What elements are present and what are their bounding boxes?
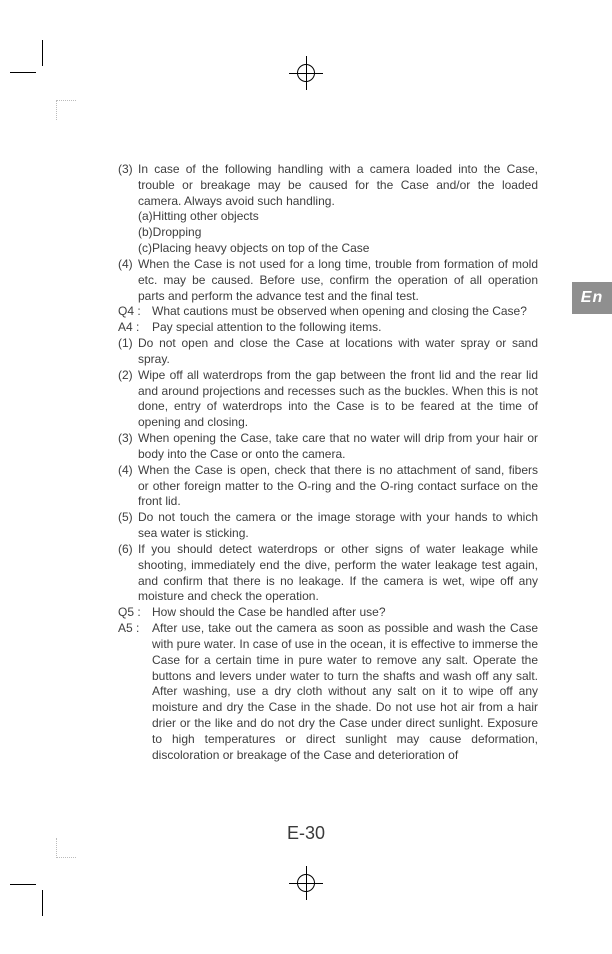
item-number: (4): [118, 257, 138, 304]
trim-guide: [56, 100, 76, 101]
qa-text: What cautions must be observed when open…: [152, 304, 538, 320]
trim-guide: [56, 857, 76, 858]
manual-page: En (3) In case of the following handling…: [0, 0, 612, 954]
language-tab: En: [572, 282, 612, 314]
item-number: (2): [118, 368, 138, 431]
qa-label: A5 :: [118, 621, 152, 763]
item-number: (3): [118, 162, 138, 209]
qa-label: Q5 :: [118, 605, 152, 621]
list-item: (4) When the Case is not used for a long…: [118, 257, 538, 304]
a4-list: (1)Do not open and close the Case at loc…: [118, 336, 538, 605]
trim-guide: [56, 100, 57, 120]
item-number: (6): [118, 542, 138, 605]
list-item: (3) In case of the following handling wi…: [118, 162, 538, 209]
item-text: Do not open and close the Case at locati…: [138, 336, 538, 368]
qa-label: Q4 :: [118, 304, 152, 320]
sub-item: (b)Dropping: [118, 225, 538, 241]
qa-text: After use, take out the camera as soon a…: [152, 621, 538, 763]
top-list: (3) In case of the following handling wi…: [118, 162, 538, 304]
question-row: Q4 : What cautions must be observed when…: [118, 304, 538, 320]
qa-text: How should the Case be handled after use…: [152, 605, 538, 621]
page-number: E-30: [0, 823, 612, 844]
list-item: (1)Do not open and close the Case at loc…: [118, 336, 538, 368]
item-number: (4): [118, 463, 138, 510]
item-text: Wipe off all waterdrops from the gap bet…: [138, 368, 538, 431]
item-text: If you should detect waterdrops or other…: [138, 542, 538, 605]
list-item: (5)Do not touch the camera or the image …: [118, 510, 538, 542]
list-item: (2)Wipe off all waterdrops from the gap …: [118, 368, 538, 431]
item-text: Do not touch the camera or the image sto…: [138, 510, 538, 542]
item-text: When the Case is open, check that there …: [138, 463, 538, 510]
page-content: (3) In case of the following handling wi…: [118, 162, 538, 763]
question-row: Q5 : How should the Case be handled afte…: [118, 605, 538, 621]
crop-mark: [10, 884, 36, 885]
item-number: (3): [118, 431, 138, 463]
crop-mark: [10, 72, 36, 73]
list-item: (6)If you should detect waterdrops or ot…: [118, 542, 538, 605]
qa-label: A4 :: [118, 320, 152, 336]
registration-mark-top: [289, 56, 323, 90]
item-number: (5): [118, 510, 138, 542]
item-number: (1): [118, 336, 138, 368]
sub-item: (c)Placing heavy objects on top of the C…: [118, 241, 538, 257]
item-text: When the Case is not used for a long tim…: [138, 257, 538, 304]
list-item: (4)When the Case is open, check that the…: [118, 463, 538, 510]
registration-mark-bottom: [289, 866, 323, 900]
item-text: When opening the Case, take care that no…: [138, 431, 538, 463]
answer-row: A4 : Pay special attention to the follow…: [118, 320, 538, 336]
sub-item: (a)Hitting other objects: [118, 209, 538, 225]
list-item: (3)When opening the Case, take care that…: [118, 431, 538, 463]
crop-mark: [42, 40, 43, 66]
answer-row: A5 : After use, take out the camera as s…: [118, 621, 538, 763]
qa-text: Pay special attention to the following i…: [152, 320, 538, 336]
item-text: In case of the following handling with a…: [138, 162, 538, 209]
crop-mark: [42, 890, 43, 916]
